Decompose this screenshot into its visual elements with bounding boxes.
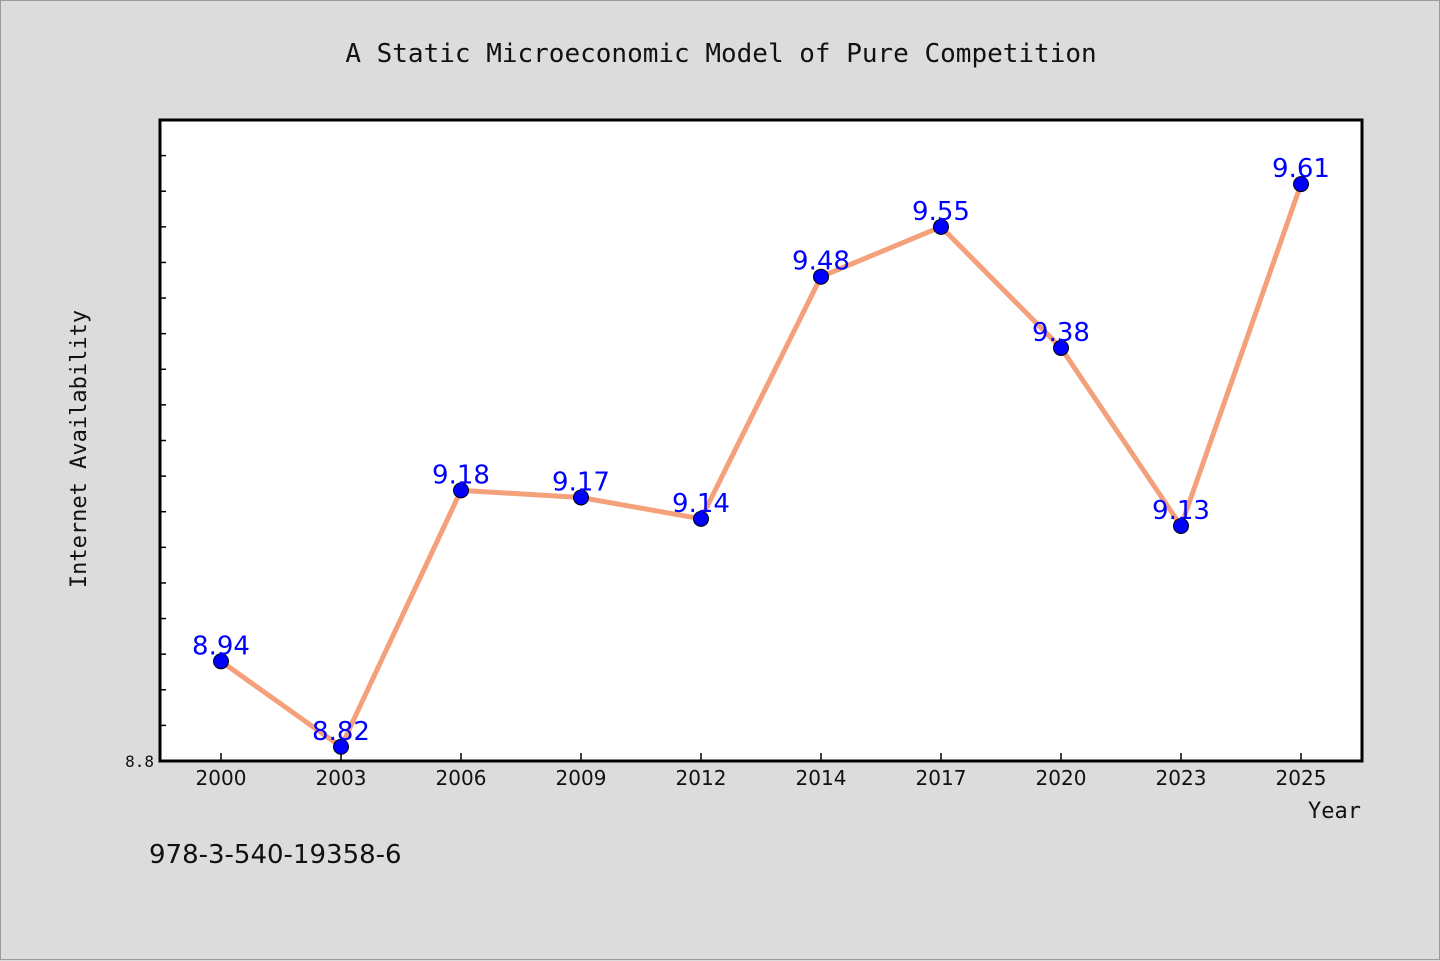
x-tick-label: 2025 — [1276, 766, 1327, 790]
chart-title: A Static Microeconomic Model of Pure Com… — [345, 39, 1096, 69]
y-tick-label: 8.8 — [125, 752, 154, 771]
data-labels: 8.94 8.82 9.18 9.17 9.14 9.48 9.55 9.38 9.13 9.61 — [192, 154, 1330, 747]
x-tick-label: 2020 — [1036, 766, 1087, 790]
data-point — [933, 218, 949, 235]
series-markers — [213, 176, 1309, 755]
data-label: 9.48 — [792, 247, 850, 277]
x-axis-label: Year — [1308, 799, 1361, 824]
x-tick-label: 2012 — [676, 766, 727, 790]
data-label: 9.14 — [672, 489, 730, 519]
x-axis-ticks: 2000 2003 2006 2009 2012 2014 2017 2020 2023 2025 — [196, 753, 1327, 790]
data-point — [693, 510, 709, 527]
data-label: 9.38 — [1032, 318, 1090, 348]
plot-area — [158, 118, 1364, 763]
data-label: 9.17 — [552, 467, 610, 497]
data-point — [1053, 339, 1069, 356]
data-point — [1173, 517, 1189, 534]
data-label: 8.94 — [192, 631, 250, 661]
y-axis-label: Internet Availability — [67, 310, 92, 588]
x-tick-label: 2000 — [196, 766, 247, 790]
data-label: 9.61 — [1272, 154, 1330, 184]
data-label: 9.55 — [912, 197, 970, 227]
y-axis-ticks: 8.8 — [125, 119, 166, 771]
data-label: 9.18 — [432, 460, 490, 490]
data-point — [573, 489, 589, 506]
footer-isbn: 978-3-540-19358-6 — [149, 840, 402, 870]
data-point — [333, 738, 349, 755]
data-point — [453, 482, 469, 499]
data-label: 8.82 — [312, 717, 370, 747]
data-point — [213, 653, 229, 670]
x-tick-label: 2023 — [1156, 766, 1207, 790]
x-tick-label: 2009 — [556, 766, 607, 790]
x-tick-label: 2006 — [436, 766, 487, 790]
x-tick-label: 2014 — [796, 766, 847, 790]
x-tick-label: 2003 — [316, 766, 367, 790]
data-label: 9.13 — [1152, 496, 1210, 526]
data-point — [813, 268, 829, 285]
series-line — [219, 183, 1304, 750]
data-point — [1293, 176, 1309, 193]
x-tick-label: 2017 — [916, 766, 967, 790]
